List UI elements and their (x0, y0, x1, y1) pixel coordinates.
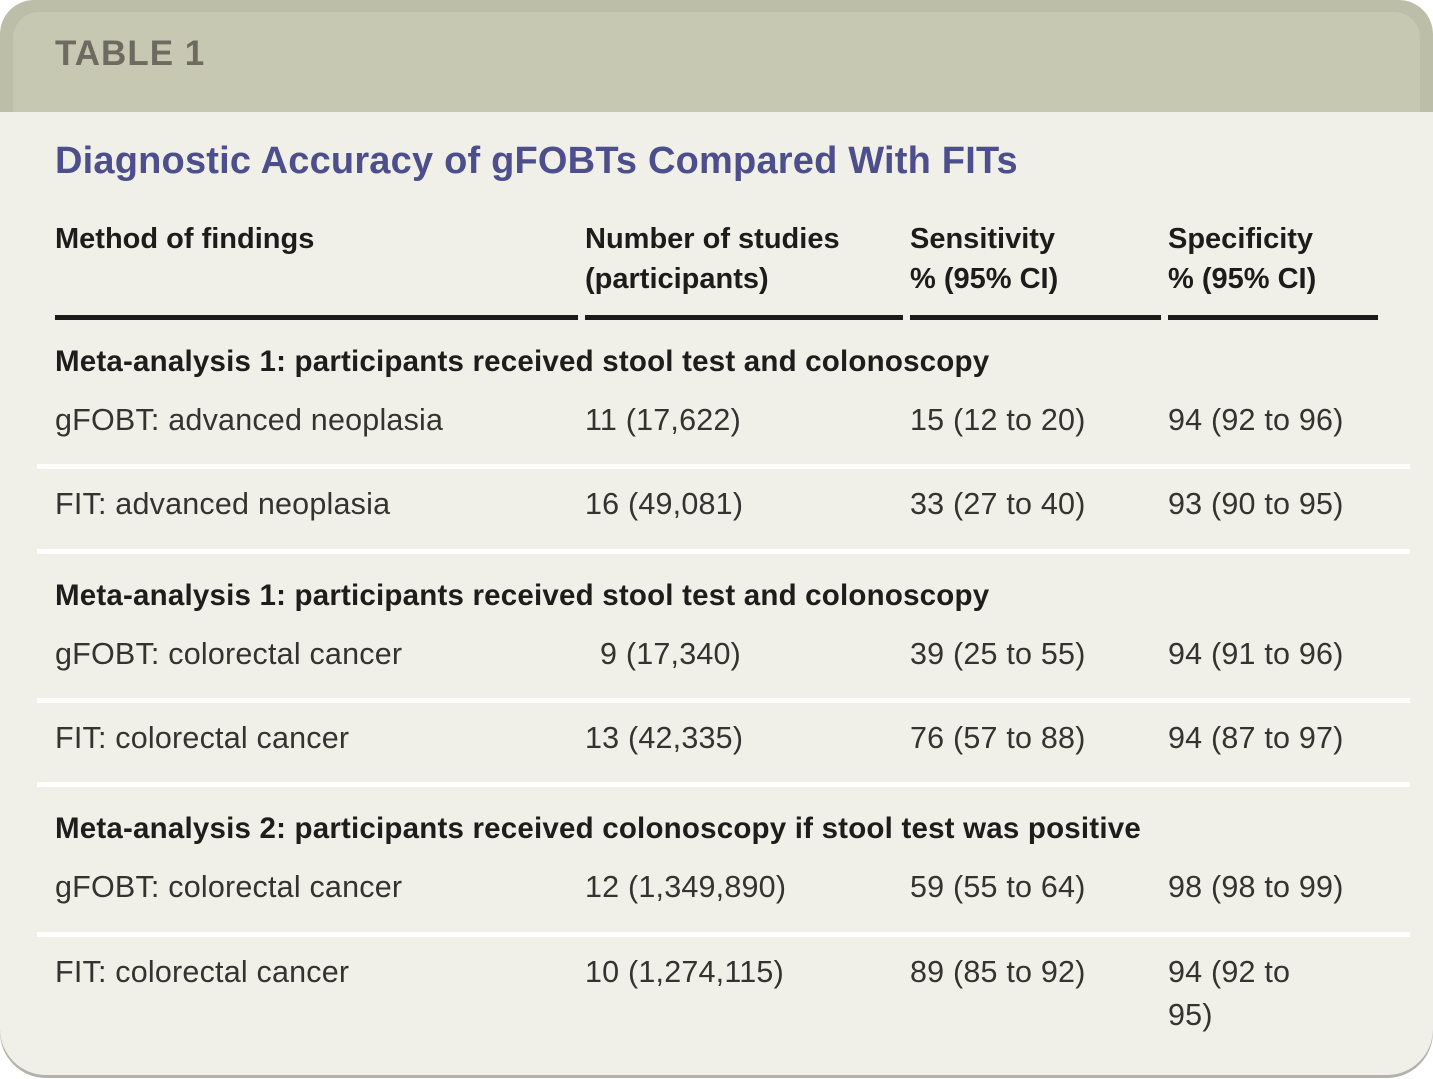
column-header-method: Method of findings (55, 223, 315, 255)
rule-notch (903, 315, 910, 321)
table-header-band: TABLE 1 (0, 0, 1433, 112)
cell-sensitivity: 59 (55 to 64) (910, 870, 1086, 905)
column-header-studies: Number of studies (participants) (585, 219, 910, 299)
table-row: FIT: colorectal cancer 10 (1,274,115) 89… (55, 937, 1378, 1060)
row-divider (37, 697, 1410, 703)
cell-method: gFOBT: colorectal cancer (55, 870, 403, 905)
table-row: gFOBT: advanced neoplasia 11 (17,622) 15… (55, 385, 1378, 464)
cell-specificity: 94 (87 to 97) (1168, 720, 1344, 755)
cell-method: FIT: colorectal cancer (55, 954, 350, 989)
cell-studies: 10 (1,274,115) (585, 954, 784, 989)
table-row: FIT: colorectal cancer 13 (42,335) 76 (5… (55, 703, 1378, 782)
cell-sensitivity: 76 (57 to 88) (910, 720, 1086, 755)
section-header: Meta-analysis 1: participants received s… (55, 578, 990, 612)
section-header: Meta-analysis 1: participants received s… (55, 345, 990, 379)
cell-method: gFOBT: colorectal cancer (55, 636, 403, 671)
column-header-studies-line2: (participants) (585, 263, 769, 296)
cell-method: FIT: advanced neoplasia (55, 487, 391, 522)
column-header-specificity: Specificity % (95% CI) (1168, 219, 1378, 299)
column-header-sensitivity: Sensitivity % (95% CI) (910, 219, 1168, 299)
cell-studies: 9 (17,340) (600, 636, 742, 671)
column-header-sensitivity-line1: Sensitivity (910, 223, 1056, 255)
row-divider (37, 782, 1410, 788)
column-header-specificity-line2: % (95% CI) (1168, 263, 1317, 296)
table-row: gFOBT: colorectal cancer 9 (17,340) 39 (… (55, 619, 1378, 698)
cell-specificity: 94 (92 to 96) (1168, 403, 1344, 438)
cell-sensitivity: 39 (25 to 55) (910, 636, 1086, 671)
rule-notch (578, 315, 585, 321)
column-header-specificity-line1: Specificity (1168, 223, 1314, 255)
cell-specificity: 94 (91 to 96) (1168, 636, 1344, 671)
cell-method: gFOBT: advanced neoplasia (55, 403, 444, 438)
table-row: gFOBT: colorectal cancer 12 (1,349,890) … (55, 852, 1378, 931)
cell-sensitivity: 15 (12 to 20) (910, 403, 1086, 438)
rule-notch (1161, 315, 1168, 321)
table-header-band-inner: TABLE 1 (13, 12, 1420, 112)
section-header: Meta-analysis 2: participants received c… (55, 812, 1141, 846)
row-divider (37, 464, 1410, 470)
table-section-3: Meta-analysis 2: participants received c… (37, 787, 1410, 1060)
table-tag: TABLE 1 (55, 34, 206, 73)
cell-specificity: 93 (90 to 95) (1168, 487, 1344, 522)
cell-studies: 11 (17,622) (585, 403, 741, 438)
cell-sensitivity: 33 (27 to 40) (910, 487, 1086, 522)
table-row: FIT: advanced neoplasia 16 (49,081) 33 (… (55, 469, 1378, 548)
table-section-1: Meta-analysis 1: participants received s… (37, 320, 1410, 554)
row-divider (37, 548, 1410, 554)
cell-studies: 16 (49,081) (585, 487, 744, 522)
cell-specificity: 98 (98 to 99) (1168, 870, 1344, 905)
cell-studies: 13 (42,335) (585, 720, 744, 755)
row-divider (37, 931, 1410, 937)
cell-studies: 12 (1,349,890) (585, 870, 787, 905)
table-section-2: Meta-analysis 1: participants received s… (37, 554, 1410, 788)
cell-specificity: 94 (92 to 95) (1168, 954, 1291, 1032)
column-header-row: Method of findings Number of studies (pa… (55, 219, 1378, 299)
column-header-sensitivity-line2: % (95% CI) (910, 263, 1059, 296)
cell-sensitivity: 89 (85 to 92) (910, 954, 1086, 989)
cell-method: FIT: colorectal cancer (55, 720, 350, 755)
header-rule (55, 315, 1378, 321)
column-header-studies-line1: Number of studies (585, 223, 840, 255)
table-content: Diagnostic Accuracy of gFOBTs Compared W… (0, 112, 1433, 1075)
table-title: Diagnostic Accuracy of gFOBTs Compared W… (55, 140, 1018, 182)
